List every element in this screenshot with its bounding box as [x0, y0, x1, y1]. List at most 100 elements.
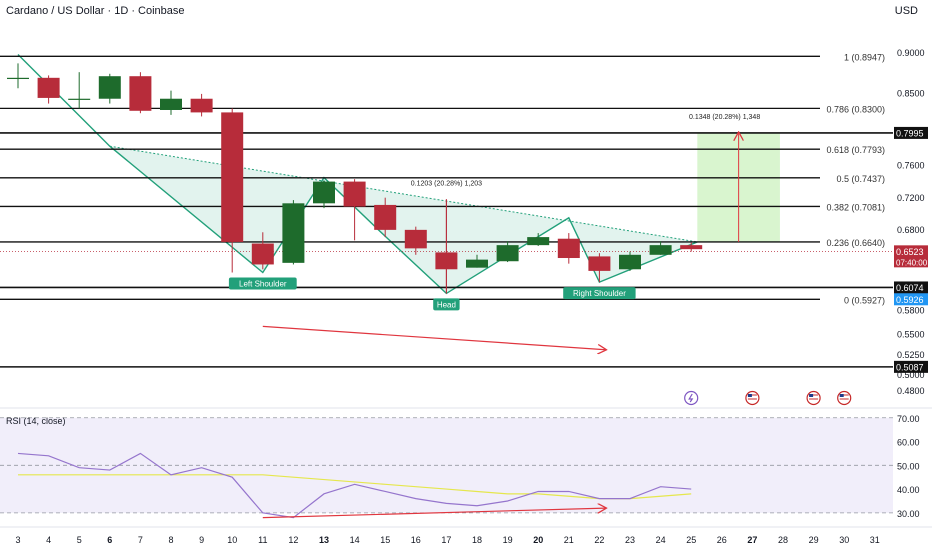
rsi-trend-arrow — [262, 508, 606, 519]
x-tick-label: 22 — [594, 535, 604, 545]
x-tick-label: 29 — [809, 535, 819, 545]
fib-zero-badge: 0.5926 — [894, 293, 928, 306]
x-tick-label: 21 — [564, 535, 574, 545]
x-tick-label: 26 — [717, 535, 727, 545]
price-tick-label: 0.7200 — [897, 193, 925, 203]
candle-body — [680, 245, 703, 250]
x-tick-label: 24 — [656, 535, 666, 545]
candle-body — [374, 204, 397, 230]
right-shoulder-label: Right Shoulder — [563, 287, 636, 300]
candle-body — [588, 256, 611, 271]
us-flag-icon — [837, 390, 852, 406]
us-flag-icon — [745, 390, 760, 406]
x-tick-label: 17 — [441, 535, 451, 545]
x-tick-label: 3 — [15, 535, 20, 545]
x-tick-label: 25 — [686, 535, 696, 545]
candle-body — [557, 238, 580, 259]
price-tick-label: 0.5800 — [897, 306, 925, 316]
svg-text:0.6523: 0.6523 — [896, 247, 924, 257]
x-tick-label: 15 — [380, 535, 390, 545]
candle-body — [129, 76, 152, 111]
fib-label: 0.786 (0.8300) — [826, 104, 885, 114]
fib-label: 0.382 (0.7081) — [826, 202, 885, 212]
candle-body — [466, 259, 488, 268]
candle-body — [190, 98, 213, 113]
rsi-tick-label: 60.00 — [897, 438, 920, 448]
rsi-tick-label: 40.00 — [897, 485, 920, 495]
x-tick-label: 30 — [839, 535, 849, 545]
price-tick-label: 0.6800 — [897, 225, 925, 235]
x-tick-label: 13 — [319, 535, 329, 545]
candle-body — [527, 237, 550, 246]
x-tick-label: 11 — [258, 535, 267, 545]
candle-body — [37, 77, 60, 98]
x-tick-label: 14 — [350, 535, 360, 545]
x-tick-label: 9 — [199, 535, 204, 545]
fib-label: 0.236 (0.6640) — [826, 238, 885, 248]
us-flag-icon — [806, 390, 821, 406]
rsi-ma-line — [18, 474, 692, 500]
fib-label: 0.618 (0.7793) — [826, 145, 885, 155]
svg-text:0.5926: 0.5926 — [896, 295, 924, 305]
level-badge: 0.7995 — [894, 126, 928, 139]
x-tick-label: 27 — [747, 535, 757, 545]
price-tick-label: 0.7600 — [897, 161, 925, 171]
svg-text:Head: Head — [437, 300, 456, 309]
price-trend-arrow — [262, 325, 606, 349]
measure-target-label: 0.1348 (20.28%) 1,348 — [689, 114, 760, 121]
x-tick-label: 28 — [778, 535, 788, 545]
svg-text:Right Shoulder: Right Shoulder — [573, 289, 626, 298]
candle-body — [282, 203, 305, 263]
candle-body — [68, 98, 91, 100]
rsi-tick-label: 50.00 — [897, 461, 920, 471]
candle-body — [221, 112, 244, 242]
x-tick-label: 16 — [411, 535, 421, 545]
countdown-label: 07:40:00 — [896, 258, 928, 267]
dividend-icon — [684, 390, 699, 406]
currency-label: USD — [894, 5, 918, 17]
x-tick-label: 7 — [138, 535, 143, 545]
candle-body — [404, 229, 427, 249]
rsi-title: RSI (14, close) — [6, 416, 66, 426]
price-tick-label: 0.9000 — [897, 48, 925, 58]
neckline — [109, 145, 698, 243]
rsi-line — [17, 452, 692, 519]
x-tick-label: 19 — [503, 535, 513, 545]
candle-body — [7, 77, 29, 80]
price-tick-label: 0.5250 — [897, 350, 925, 360]
level-badge: 0.6074 — [894, 281, 928, 294]
candle-body — [649, 245, 672, 255]
rsi-tick-label: 30.00 — [897, 509, 920, 519]
candle-body — [160, 98, 182, 110]
fib-label: 0 (0.5927) — [844, 295, 885, 305]
rsi-tick-label: 70.00 — [897, 414, 920, 424]
x-tick-label: 10 — [227, 535, 237, 545]
x-tick-label: 5 — [77, 535, 82, 545]
candle-body — [98, 76, 121, 99]
left-shoulder-label: Left Shoulder — [228, 277, 297, 290]
chart-title: Cardano / US Dollar · 1D · Coinbase — [6, 5, 185, 17]
x-tick-label: 23 — [625, 535, 635, 545]
price-tick-label: 0.5500 — [897, 330, 925, 340]
candle-body — [496, 245, 519, 262]
price-tick-label: 0.4800 — [897, 386, 925, 396]
x-tick-label: 12 — [288, 535, 298, 545]
x-tick-label: 20 — [533, 535, 543, 545]
level-badge: 0.5087 — [894, 360, 928, 373]
price-tick-label: 0.8500 — [897, 88, 925, 98]
fib-label: 1 (0.8947) — [844, 52, 885, 62]
candle-body — [251, 243, 274, 265]
fib-label: 0.5 (0.7437) — [836, 174, 885, 184]
candle-body — [313, 181, 335, 204]
head-label: Head — [433, 298, 460, 311]
x-tick-label: 4 — [46, 535, 51, 545]
x-tick-label: 8 — [168, 535, 173, 545]
candle-body — [343, 181, 366, 207]
svg-text:0.7995: 0.7995 — [896, 128, 924, 138]
svg-text:0.6074: 0.6074 — [896, 283, 924, 293]
x-tick-label: 6 — [107, 535, 112, 545]
svg-text:0.5087: 0.5087 — [896, 362, 924, 372]
svg-text:Left Shoulder: Left Shoulder — [239, 279, 287, 288]
